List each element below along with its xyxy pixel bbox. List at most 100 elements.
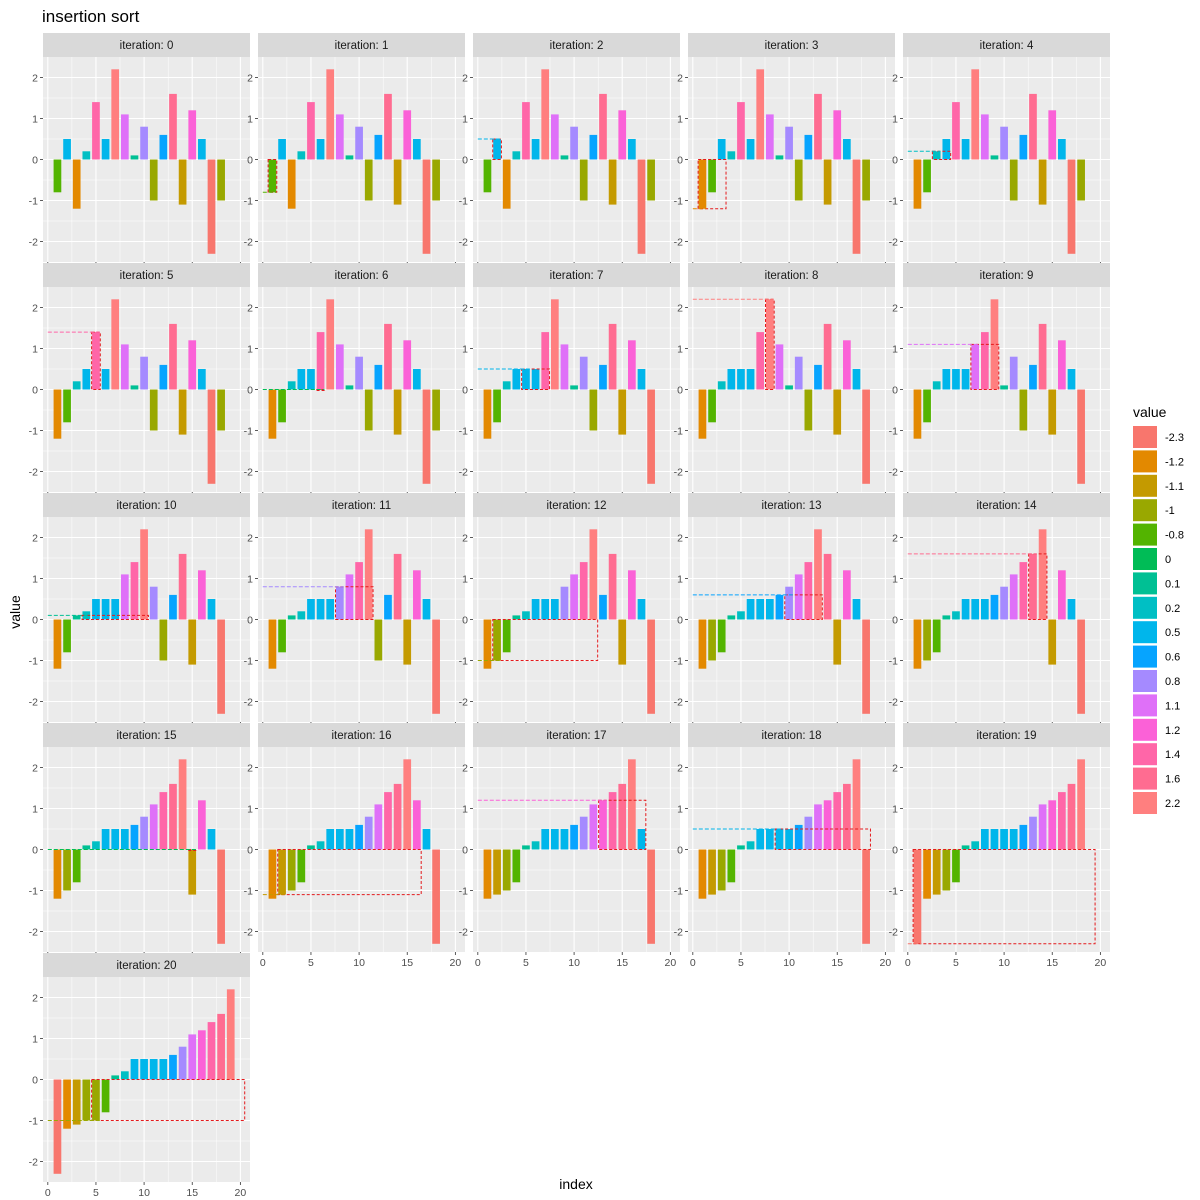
y-tick-label: 2 xyxy=(462,73,468,85)
bar xyxy=(1019,134,1028,160)
y-tick-label: -1 xyxy=(459,196,468,208)
bar xyxy=(287,849,296,891)
highlight-box xyxy=(315,389,326,391)
bar xyxy=(952,611,960,620)
facet-strip-label: iteration: 1 xyxy=(335,40,389,52)
bar xyxy=(384,594,392,620)
bar xyxy=(512,151,521,160)
y-tick-label: -2 xyxy=(674,237,683,249)
bar xyxy=(570,824,578,850)
bar xyxy=(717,849,726,891)
facet-strip-label: iteration: 14 xyxy=(976,500,1037,512)
bar xyxy=(149,804,158,850)
legend-title: value xyxy=(1133,404,1167,420)
bar xyxy=(579,562,588,620)
y-tick-label: -2 xyxy=(29,697,38,709)
bar xyxy=(92,1079,100,1121)
highlight-box xyxy=(912,849,1096,945)
bar xyxy=(483,159,492,193)
bar xyxy=(149,389,158,431)
y-tick-label: -1 xyxy=(674,886,683,898)
legend-swatch xyxy=(1133,426,1157,448)
bar xyxy=(307,102,315,160)
bar xyxy=(708,619,716,661)
bar xyxy=(980,599,989,620)
y-tick-label: 0 xyxy=(462,385,468,397)
legend-items: -2.3 -1.2 -1.1 -1 -0.8 0 0.1 0.2 0.5 0.6 0.8 1.1 1.2… xyxy=(1133,426,1184,814)
bar xyxy=(541,69,550,160)
bar xyxy=(560,344,569,390)
bar xyxy=(393,553,402,620)
x-tick-label: 10 xyxy=(568,957,580,969)
bar xyxy=(717,139,726,160)
bar xyxy=(990,299,999,390)
bar xyxy=(833,110,842,160)
bar xyxy=(794,824,803,850)
bar xyxy=(226,989,235,1080)
facet-strip xyxy=(473,723,680,747)
y-tick-label: -2 xyxy=(459,697,468,709)
bar xyxy=(326,829,335,850)
bar xyxy=(913,389,922,439)
y-tick-label: -1 xyxy=(29,1116,38,1128)
facet-strip xyxy=(903,723,1110,747)
bar xyxy=(961,139,970,160)
facet-strip xyxy=(903,263,1110,287)
y-tick-label: 1 xyxy=(32,574,38,586)
facet-strip-label: iteration: 18 xyxy=(761,730,821,742)
bar xyxy=(316,139,325,160)
bar xyxy=(765,114,774,160)
facet-panel: iteration: 19 0 5 10 15 20 -2 -1 0 1 2 xyxy=(889,723,1110,969)
bar xyxy=(374,804,383,850)
bar xyxy=(101,139,110,160)
y-tick-label: 1 xyxy=(32,114,38,126)
bar xyxy=(101,829,110,850)
y-tick-label: -2 xyxy=(459,927,468,939)
bar xyxy=(852,759,861,850)
bar xyxy=(364,389,373,431)
bar xyxy=(130,385,139,390)
bar xyxy=(942,139,951,160)
bar xyxy=(923,159,931,193)
bar xyxy=(1048,110,1057,160)
bar xyxy=(345,574,354,620)
bar xyxy=(512,849,521,883)
bar xyxy=(1038,159,1047,205)
bar xyxy=(794,356,803,390)
bar xyxy=(307,369,315,390)
bar xyxy=(198,800,206,850)
highlight-box xyxy=(521,368,551,390)
bar xyxy=(111,1075,120,1080)
y-tick-label: 1 xyxy=(677,344,683,356)
y-tick-label: 2 xyxy=(677,303,683,315)
bar xyxy=(765,299,774,390)
y-tick-label: 0 xyxy=(247,155,253,167)
bar xyxy=(82,1079,91,1121)
legend-swatch xyxy=(1133,743,1157,766)
bar xyxy=(560,586,569,620)
y-tick-label: -2 xyxy=(889,927,898,939)
bar xyxy=(746,139,755,160)
bar xyxy=(278,139,286,160)
y-tick-label: 1 xyxy=(677,114,683,126)
bar xyxy=(531,139,540,160)
bar xyxy=(1067,599,1076,620)
y-tick-label: 2 xyxy=(677,763,683,775)
bar xyxy=(512,615,521,620)
bar xyxy=(493,849,501,895)
bar xyxy=(1077,759,1085,850)
bar xyxy=(756,829,765,850)
facet-strip xyxy=(473,263,680,287)
x-tick-label: 20 xyxy=(1095,957,1107,969)
y-tick-label: 0 xyxy=(247,845,253,857)
bar xyxy=(522,369,530,390)
bar xyxy=(522,102,530,160)
x-tick-label: 0 xyxy=(905,957,911,969)
highlight-box xyxy=(697,159,727,210)
bar xyxy=(92,332,100,390)
bar xyxy=(727,849,736,883)
bar xyxy=(278,849,286,895)
bar xyxy=(111,829,120,850)
